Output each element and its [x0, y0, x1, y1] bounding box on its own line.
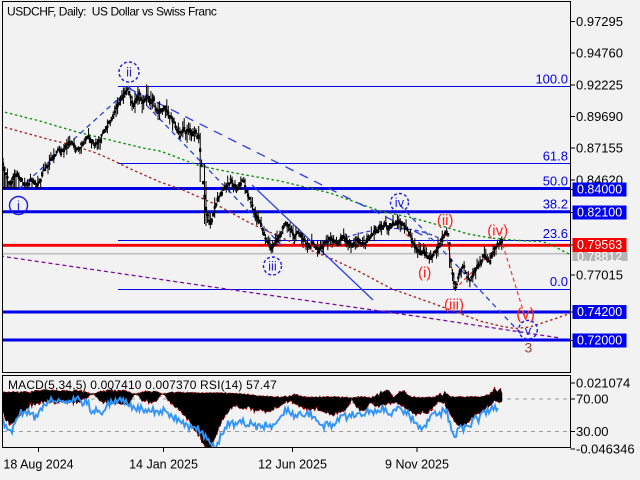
svg-text:USDCHF, Daily: US Dollar vs S: USDCHF, Daily: US Dollar vs Swiss Franc: [7, 5, 217, 19]
svg-text:0.92225: 0.92225: [576, 78, 623, 93]
svg-text:0.89690: 0.89690: [576, 109, 623, 124]
svg-text:MACD(5,34,5) 0.007410 0.007370: MACD(5,34,5) 0.007410 0.007370 RSI(14) 5…: [8, 378, 277, 392]
svg-text:(iv): (iv): [487, 223, 508, 240]
svg-text:ii: ii: [126, 65, 132, 80]
svg-text:0.79563: 0.79563: [577, 238, 622, 252]
svg-text:0.021074: 0.021074: [576, 376, 630, 391]
svg-text:38.2: 38.2: [543, 197, 568, 212]
svg-text:12 Jun 2025: 12 Jun 2025: [258, 458, 327, 472]
svg-text:0.84000: 0.84000: [577, 183, 622, 197]
svg-text:0.82100: 0.82100: [577, 206, 622, 220]
svg-text:v: v: [525, 323, 532, 338]
svg-text:50.0: 50.0: [543, 173, 568, 188]
svg-text:70.00: 70.00: [576, 392, 609, 407]
svg-text:0.77015: 0.77015: [576, 268, 623, 283]
svg-text:30.00: 30.00: [576, 424, 609, 439]
svg-text:0.94760: 0.94760: [576, 46, 623, 61]
svg-text:0.72000: 0.72000: [577, 334, 622, 348]
svg-text:14 Jan 2025: 14 Jan 2025: [129, 458, 198, 472]
svg-text:0.0: 0.0: [550, 274, 568, 289]
svg-text:9 Nov 2025: 9 Nov 2025: [385, 458, 449, 472]
svg-text:iii: iii: [268, 259, 277, 274]
svg-text:iv: iv: [395, 195, 405, 210]
svg-text:61.8: 61.8: [543, 148, 568, 163]
svg-text:(v): (v): [516, 306, 535, 323]
svg-text:0.78812: 0.78812: [577, 250, 622, 264]
svg-text:-0.046346: -0.046346: [576, 442, 635, 457]
svg-text:(iii): (iii): [444, 296, 464, 313]
svg-text:100.0: 100.0: [535, 71, 568, 86]
svg-text:i: i: [17, 198, 20, 213]
svg-text:0.87155: 0.87155: [576, 141, 623, 156]
svg-text:0.97295: 0.97295: [576, 14, 623, 29]
svg-text:(i): (i): [418, 265, 431, 282]
svg-text:3: 3: [525, 340, 533, 356]
svg-text:23.6: 23.6: [543, 226, 568, 241]
svg-text:18 Aug 2024: 18 Aug 2024: [3, 458, 73, 472]
svg-text:(ii): (ii): [437, 212, 454, 229]
svg-text:0.74200: 0.74200: [577, 305, 622, 319]
